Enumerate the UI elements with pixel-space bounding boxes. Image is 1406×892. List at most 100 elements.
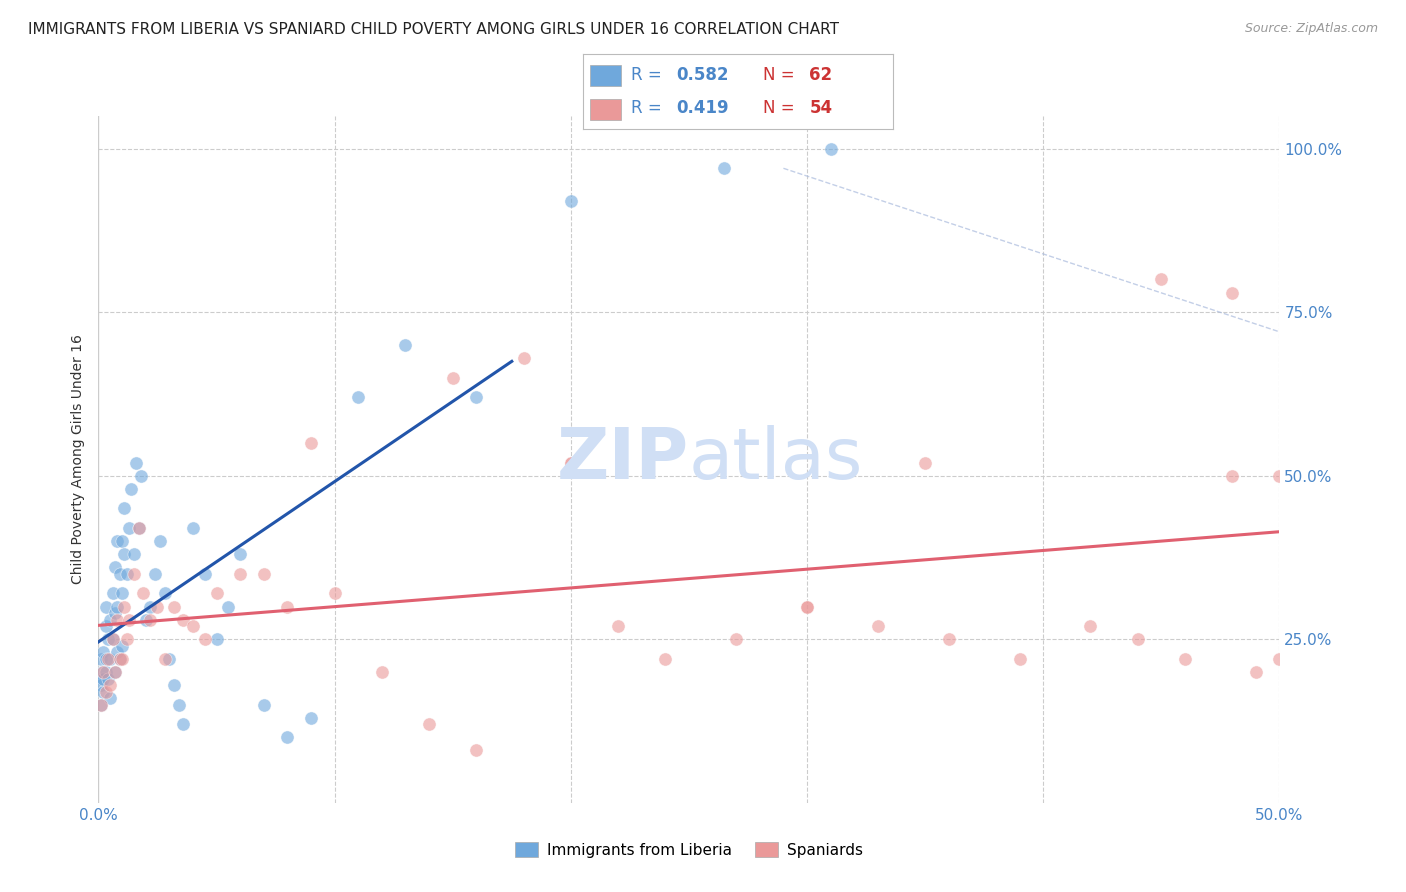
Point bbox=[139, 613, 162, 627]
Point bbox=[104, 606, 127, 620]
Point bbox=[217, 599, 239, 614]
Point bbox=[118, 613, 141, 627]
Point bbox=[163, 678, 186, 692]
Point bbox=[105, 534, 128, 549]
Point bbox=[167, 698, 190, 712]
Point bbox=[108, 566, 131, 581]
Text: 0.419: 0.419 bbox=[676, 99, 728, 117]
Point bbox=[104, 665, 127, 679]
Point bbox=[1008, 652, 1031, 666]
Point bbox=[121, 482, 143, 496]
Bar bbox=[589, 99, 620, 120]
Text: N =: N = bbox=[763, 99, 800, 117]
Text: 0.582: 0.582 bbox=[676, 66, 728, 84]
Point bbox=[512, 351, 534, 365]
Point bbox=[89, 672, 111, 686]
Point bbox=[418, 717, 440, 731]
Point bbox=[125, 456, 148, 470]
Text: Source: ZipAtlas.com: Source: ZipAtlas.com bbox=[1244, 22, 1378, 36]
Point bbox=[560, 194, 582, 208]
Point bbox=[111, 586, 134, 600]
Point bbox=[253, 566, 276, 581]
Point bbox=[149, 534, 172, 549]
Point bbox=[1150, 272, 1173, 286]
Point bbox=[91, 645, 114, 659]
Text: R =: R = bbox=[631, 99, 668, 117]
Point bbox=[181, 619, 204, 633]
Point bbox=[157, 652, 180, 666]
Point bbox=[323, 586, 346, 600]
Point bbox=[229, 547, 252, 561]
Point bbox=[143, 566, 166, 581]
Point bbox=[441, 370, 464, 384]
Point bbox=[128, 521, 150, 535]
Point bbox=[163, 599, 186, 614]
Point bbox=[1244, 665, 1267, 679]
Point bbox=[229, 566, 252, 581]
Point bbox=[725, 632, 748, 647]
Point bbox=[866, 619, 889, 633]
Point bbox=[1126, 632, 1149, 647]
Point bbox=[90, 698, 112, 712]
Point bbox=[105, 645, 128, 659]
Point bbox=[112, 547, 135, 561]
Point bbox=[194, 632, 217, 647]
Point bbox=[153, 652, 176, 666]
Point bbox=[132, 586, 155, 600]
Point bbox=[276, 731, 298, 745]
Point bbox=[276, 599, 298, 614]
Point bbox=[101, 632, 124, 647]
Point bbox=[1220, 285, 1243, 300]
Point bbox=[938, 632, 960, 647]
Point bbox=[181, 521, 204, 535]
Point bbox=[111, 652, 134, 666]
Point bbox=[108, 652, 131, 666]
Point bbox=[90, 652, 112, 666]
Point bbox=[146, 599, 169, 614]
Point bbox=[108, 652, 131, 666]
Point bbox=[91, 672, 114, 686]
Point bbox=[122, 547, 145, 561]
Text: ZIP: ZIP bbox=[557, 425, 689, 494]
Point bbox=[465, 390, 488, 404]
Point bbox=[128, 521, 150, 535]
Point bbox=[820, 142, 842, 156]
Point bbox=[91, 665, 114, 679]
Point bbox=[394, 338, 416, 352]
Point bbox=[253, 698, 276, 712]
Point bbox=[371, 665, 394, 679]
Point bbox=[1220, 468, 1243, 483]
Point bbox=[914, 456, 936, 470]
Point bbox=[104, 560, 127, 574]
Point bbox=[105, 613, 128, 627]
Point bbox=[115, 566, 138, 581]
Point bbox=[654, 652, 676, 666]
Text: atlas: atlas bbox=[689, 425, 863, 494]
Point bbox=[91, 684, 114, 698]
Point bbox=[111, 639, 134, 653]
Point bbox=[105, 599, 128, 614]
Point bbox=[91, 665, 114, 679]
Point bbox=[560, 456, 582, 470]
Point bbox=[205, 632, 228, 647]
Point bbox=[94, 619, 117, 633]
Point bbox=[796, 599, 818, 614]
Point bbox=[98, 613, 121, 627]
Point bbox=[607, 619, 630, 633]
Point bbox=[97, 632, 120, 647]
Point bbox=[172, 613, 194, 627]
Point bbox=[115, 632, 138, 647]
Point bbox=[122, 566, 145, 581]
Text: 62: 62 bbox=[810, 66, 832, 84]
Point bbox=[111, 534, 134, 549]
Point bbox=[101, 632, 124, 647]
Y-axis label: Child Poverty Among Girls Under 16: Child Poverty Among Girls Under 16 bbox=[72, 334, 86, 584]
Point bbox=[98, 691, 121, 706]
Point bbox=[194, 566, 217, 581]
Point bbox=[1174, 652, 1197, 666]
Point bbox=[135, 613, 157, 627]
Text: R =: R = bbox=[631, 66, 668, 84]
Point bbox=[97, 652, 120, 666]
Point bbox=[94, 684, 117, 698]
Text: N =: N = bbox=[763, 66, 800, 84]
